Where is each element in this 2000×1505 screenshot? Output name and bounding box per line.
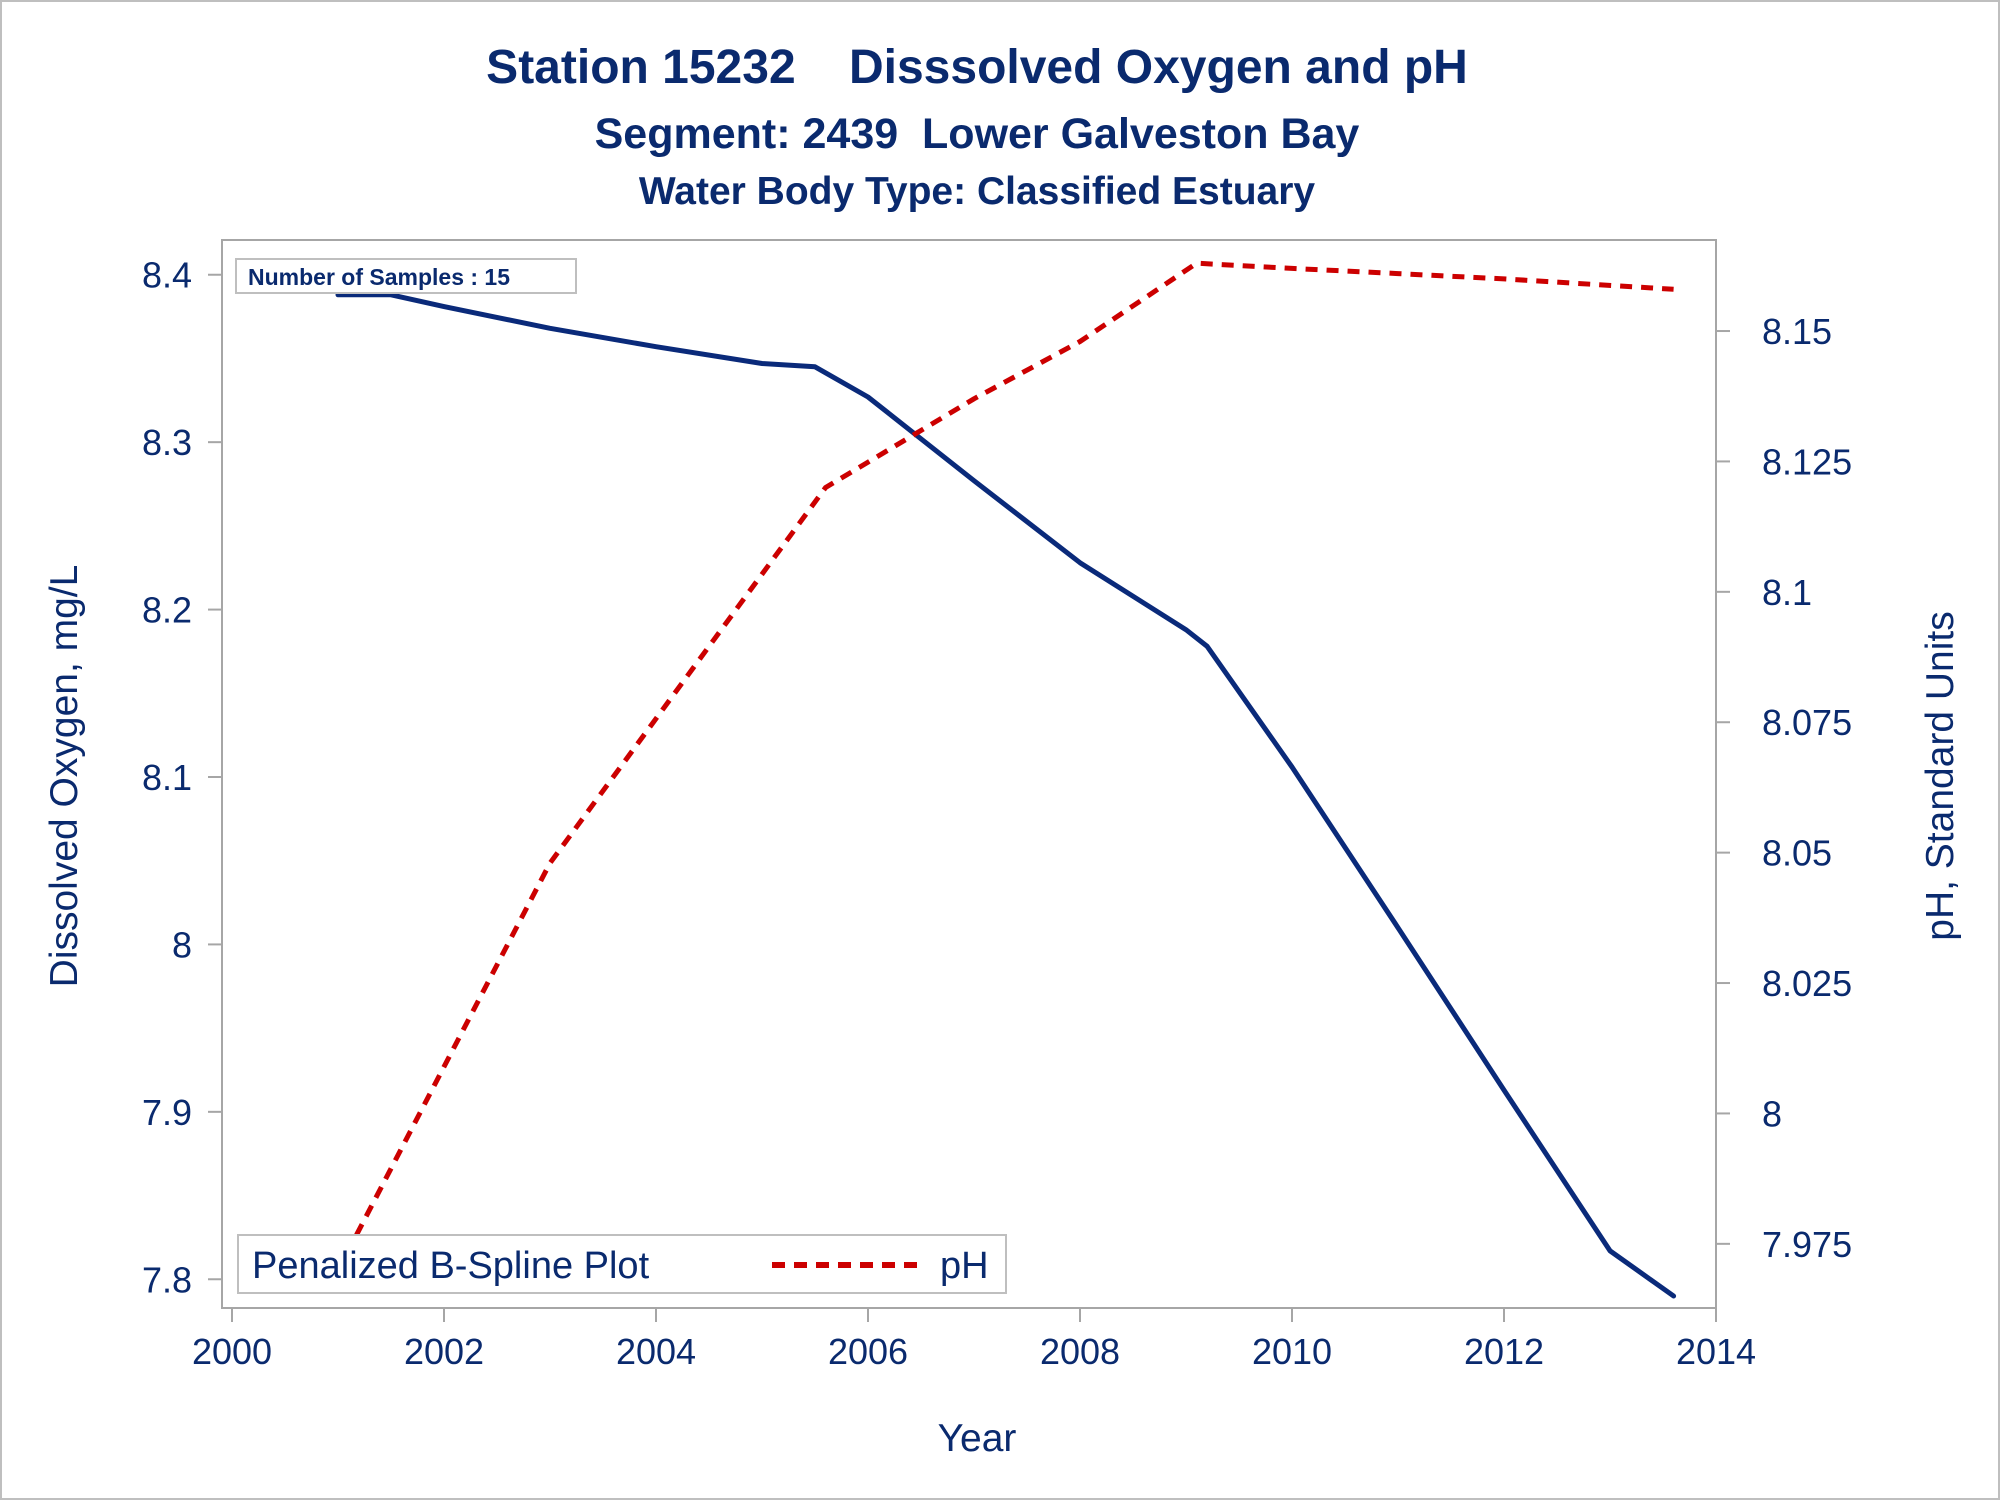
series-line-ph xyxy=(325,260,1674,1292)
y-left-axis-label: Dissolved Oxygen, mg/L xyxy=(43,565,86,988)
y-left-tick-label: 8.2 xyxy=(142,590,192,631)
x-tick-label: 2006 xyxy=(828,1331,908,1372)
x-tick-label: 2004 xyxy=(616,1331,696,1372)
series-layer xyxy=(325,260,1677,1299)
x-tick-label: 2002 xyxy=(404,1331,484,1372)
y-right-tick-label: 8.025 xyxy=(1762,963,1852,1004)
y-right-tick-label: 7.975 xyxy=(1762,1224,1852,1265)
legend: Penalized B-Spline Plot pH xyxy=(237,1234,1007,1294)
chart-subtitle-2: Water Body Type: Classified Estuary xyxy=(639,170,1315,213)
y-left-axis: 7.8 7.9 8 8.1 8.2 8.3 8.4 xyxy=(142,255,222,1300)
y-right-tick-label: 8 xyxy=(1762,1093,1782,1134)
y-right-tick-label: 8.1 xyxy=(1762,572,1812,613)
y-left-tick-label: 8.4 xyxy=(142,255,192,296)
x-tick-label: 2010 xyxy=(1252,1331,1332,1372)
chart-title: Station 15232 Disssolved Oxygen and pH xyxy=(486,41,1468,94)
y-left-tick-label: 7.9 xyxy=(142,1092,192,1133)
x-tick-label: 2014 xyxy=(1676,1331,1756,1372)
y-right-tick-label: 8.075 xyxy=(1762,702,1852,743)
y-left-tick-label: 8.3 xyxy=(142,422,192,463)
y-left-tick-label: 8 xyxy=(172,924,192,965)
chart-subtitle: Segment: 2439 Lower Galveston Bay xyxy=(595,110,1360,158)
y-left-tick-label: 8.1 xyxy=(142,757,192,798)
x-tick-label: 2000 xyxy=(192,1331,272,1372)
sample-count-annotation: Number of Samples : 15 xyxy=(235,258,577,294)
y-right-tick-label: 8.15 xyxy=(1762,311,1832,352)
legend-title: Penalized B-Spline Plot xyxy=(252,1245,650,1287)
series-line-dissolved-oxygen xyxy=(335,292,1677,1299)
legend-ph-label: pH xyxy=(940,1245,989,1287)
legend-box xyxy=(237,1234,1007,1294)
annotation-text: Number of Samples : 15 xyxy=(248,264,510,290)
y-right-axis: 7.975 8 8.025 8.05 8.075 8.1 8.125 8.15 xyxy=(1716,311,1852,1265)
y-right-tick-label: 8.125 xyxy=(1762,441,1852,482)
y-left-tick-label: 7.8 xyxy=(142,1259,192,1300)
x-axis: 2000 2002 2004 2006 2008 2010 2012 2014 xyxy=(192,1308,1756,1372)
x-tick-label: 2012 xyxy=(1464,1331,1544,1372)
x-tick-label: 2008 xyxy=(1040,1331,1120,1372)
annotation-box xyxy=(235,258,577,294)
x-axis-label: Year xyxy=(938,1417,1017,1460)
plot-area xyxy=(221,239,1717,1309)
y-right-axis-label: pH, Standard Units xyxy=(1919,611,1962,941)
y-right-tick-label: 8.05 xyxy=(1762,833,1832,874)
